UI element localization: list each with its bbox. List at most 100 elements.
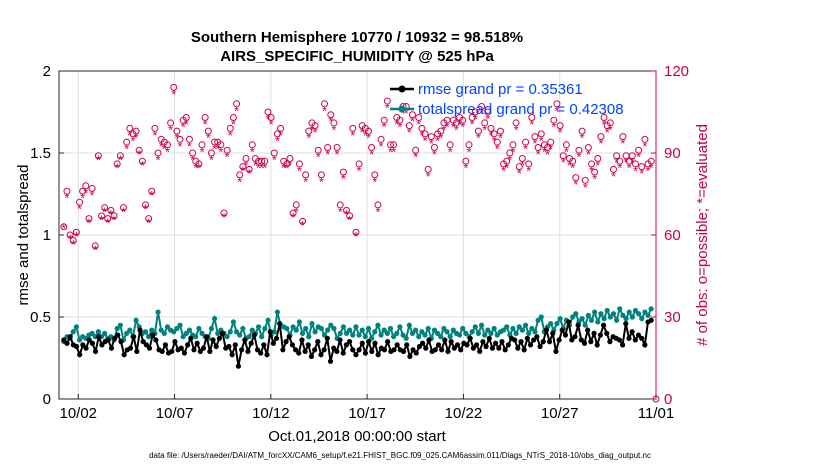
possible-obs-marker — [484, 108, 492, 116]
spread-point — [629, 314, 635, 320]
evaluated-obs-marker: * — [375, 204, 380, 219]
rmse-point — [134, 348, 140, 355]
spread-point — [95, 329, 101, 335]
rmse-point — [629, 329, 635, 335]
evaluated-obs-marker: * — [510, 144, 515, 159]
possible-obs-marker — [277, 124, 285, 132]
spread-point — [444, 329, 450, 335]
evaluated-obs-marker: * — [542, 144, 547, 159]
spread-point — [604, 307, 610, 314]
spread-point — [548, 320, 554, 327]
evaluated-obs-marker: * — [178, 139, 183, 154]
rmse-point — [505, 342, 511, 348]
evaluated-obs-marker: * — [124, 142, 129, 157]
rmse-point — [200, 345, 207, 351]
possible-obs-marker — [581, 176, 589, 184]
evaluated-obs-marker: * — [225, 150, 230, 165]
evaluated-obs-marker: * — [605, 125, 610, 140]
evaluated-obs-marker: * — [108, 207, 113, 222]
evaluated-obs-marker: * — [448, 144, 453, 159]
evaluated-obs-marker: * — [476, 131, 481, 146]
spread-point — [400, 332, 406, 338]
possible-obs-marker — [481, 119, 489, 127]
spread-point — [343, 330, 350, 336]
x-tick-label: 10/17 — [348, 405, 386, 422]
evaluated-obs-marker: * — [300, 218, 305, 233]
spread-point — [133, 317, 139, 323]
possible-obs-marker — [396, 116, 404, 124]
evaluated-obs-marker: * — [451, 120, 456, 135]
possible-obs-marker — [110, 212, 118, 220]
rmse-point — [77, 352, 83, 358]
rmse-point — [289, 342, 296, 348]
evaluated-obs-marker: * — [234, 103, 239, 118]
spread-point — [76, 337, 83, 343]
possible-obs-marker — [76, 198, 84, 206]
y2-axis-label: # of obs: o=possible; *=evaluated — [694, 124, 711, 346]
evaluated-obs-marker: * — [470, 117, 475, 132]
spread-point — [73, 324, 79, 330]
possible-obs-marker — [198, 141, 206, 149]
rmse-point — [299, 337, 305, 343]
possible-obs-marker — [578, 127, 586, 135]
rmse-point — [292, 347, 299, 353]
spread-point — [463, 330, 469, 336]
evaluated-obs-marker: * — [127, 128, 132, 143]
spread-point — [425, 325, 431, 332]
evaluated-obs-marker: * — [401, 106, 406, 121]
evaluated-obs-marker: * — [611, 169, 616, 184]
evaluated-obs-marker: * — [187, 139, 192, 154]
rmse-point — [515, 345, 521, 351]
y2-tick-label: 30 — [664, 309, 681, 326]
rmse-point — [235, 363, 242, 369]
rmse-point — [442, 337, 448, 343]
possible-obs-marker — [556, 122, 564, 130]
possible-obs-marker — [336, 201, 344, 209]
evaluated-obs-marker: * — [536, 147, 541, 162]
evaluated-obs-marker: * — [80, 191, 85, 206]
rmse-point — [391, 347, 397, 353]
spread-point — [403, 335, 409, 341]
evaluated-obs-marker: * — [93, 243, 98, 258]
evaluated-obs-marker: * — [316, 150, 321, 165]
spread-point — [183, 330, 189, 336]
x-tick-label: 10/22 — [445, 405, 483, 422]
spread-point — [356, 332, 362, 338]
rmse-point — [454, 342, 461, 348]
evaluated-obs-marker: * — [350, 128, 355, 143]
spread-point — [271, 329, 277, 335]
rmse-point — [302, 348, 308, 355]
rmse-point — [162, 342, 169, 348]
evaluated-obs-marker: * — [190, 152, 195, 167]
evaluated-obs-marker: * — [240, 163, 245, 178]
possible-obs-marker — [518, 154, 526, 162]
evaluated-obs-marker: * — [488, 128, 493, 143]
possible-obs-marker — [176, 135, 184, 143]
rmse-point — [572, 334, 578, 340]
spread-point — [626, 309, 632, 315]
rmse-point — [178, 345, 184, 351]
possible-obs-marker — [217, 141, 225, 149]
evaluated-obs-marker: * — [617, 161, 622, 176]
spread-point — [413, 327, 419, 333]
rmse-point — [140, 339, 146, 345]
rmse-point — [623, 320, 629, 327]
rmse-point — [550, 330, 556, 336]
possible-obs-marker — [220, 209, 228, 217]
rmse-point — [616, 337, 623, 343]
evaluated-obs-marker: * — [366, 131, 371, 146]
evaluated-obs-marker: * — [287, 158, 292, 173]
rmse-point — [251, 332, 257, 338]
possible-obs-marker — [245, 165, 253, 173]
rmse-point — [632, 337, 638, 343]
rmse-point — [89, 340, 95, 346]
evaluated-obs-marker: * — [99, 213, 104, 228]
rmse-point — [127, 345, 134, 351]
evaluated-obs-marker: * — [112, 213, 117, 228]
rmse-point — [121, 352, 127, 358]
evaluated-obs-marker: * — [83, 185, 88, 200]
possible-obs-marker — [324, 144, 332, 152]
legend: rmse grand pr = 0.35361 totalspread gran… — [390, 81, 624, 118]
spread-point — [233, 329, 240, 335]
evaluated-obs-marker: * — [165, 144, 170, 159]
